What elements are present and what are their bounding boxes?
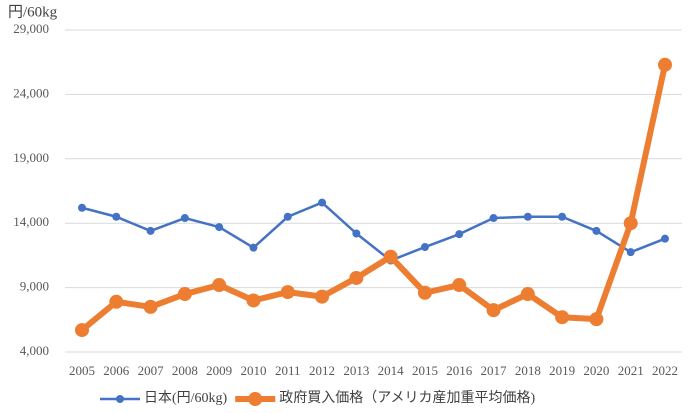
data-point (417, 285, 432, 300)
data-point (489, 214, 498, 223)
data-point (486, 303, 501, 318)
data-point (146, 226, 155, 235)
data-point (658, 57, 672, 72)
data-point (177, 287, 192, 302)
y-tick-label: 14,000 (13, 214, 49, 229)
x-tick-label: 2017 (481, 363, 508, 378)
data-point (318, 198, 327, 207)
y-tick-label: 19,000 (13, 150, 49, 165)
x-tick-label: 2008 (172, 363, 198, 378)
x-tick-label: 2005 (69, 363, 95, 378)
data-point (246, 293, 261, 308)
legend-label: 日本(円/60kg) (144, 390, 228, 406)
data-point (109, 294, 124, 309)
data-point (555, 310, 570, 325)
series-line (80, 64, 668, 333)
x-tick-label: 2018 (515, 363, 541, 378)
legend-marker (116, 395, 124, 403)
data-point (212, 278, 227, 293)
y-tick-label: 29,000 (13, 21, 49, 36)
x-tick-label: 2007 (138, 363, 165, 378)
data-point (452, 278, 467, 293)
x-tick-label: 2012 (309, 363, 335, 378)
data-point (283, 212, 292, 221)
data-point (455, 230, 464, 239)
data-point (558, 212, 567, 221)
y-tick-label: 24,000 (13, 85, 49, 100)
data-point (623, 216, 638, 231)
x-tick-label: 2014 (378, 363, 405, 378)
legend-marker (248, 392, 263, 406)
data-point (420, 243, 429, 252)
data-point (352, 229, 361, 238)
data-point (592, 226, 601, 235)
x-tick-label: 2009 (206, 363, 232, 378)
data-point (626, 248, 635, 257)
unit-label: 円/60kg (8, 4, 58, 20)
x-tick-label: 2015 (412, 363, 438, 378)
y-tick-label: 9,000 (20, 279, 49, 294)
data-point (249, 243, 258, 252)
x-tick-label: 2011 (275, 363, 301, 378)
series-line (81, 201, 666, 262)
data-point (520, 287, 535, 302)
x-tick-label: 2021 (618, 363, 644, 378)
data-point (589, 312, 604, 327)
data-point (661, 234, 669, 243)
data-point (280, 285, 295, 300)
x-tick-label: 2013 (343, 363, 369, 378)
x-tick-label: 2019 (549, 363, 575, 378)
data-point (349, 270, 364, 285)
legend-label: 政府買入価格（アメリカ産加重平均価格) (279, 390, 535, 406)
data-point (315, 289, 330, 304)
data-point (215, 223, 224, 232)
x-tick-label: 2020 (583, 363, 609, 378)
x-tick-label: 2016 (446, 363, 473, 378)
x-tick-label: 2010 (240, 363, 266, 378)
data-point (383, 249, 398, 264)
data-point (523, 212, 532, 221)
data-point (180, 214, 189, 223)
data-point (143, 299, 158, 314)
data-point (112, 212, 121, 221)
x-tick-label: 2006 (103, 363, 130, 378)
data-point (78, 203, 86, 212)
y-tick-label: 4,000 (20, 343, 49, 358)
x-tick-label: 2022 (652, 363, 678, 378)
data-point (75, 323, 89, 338)
